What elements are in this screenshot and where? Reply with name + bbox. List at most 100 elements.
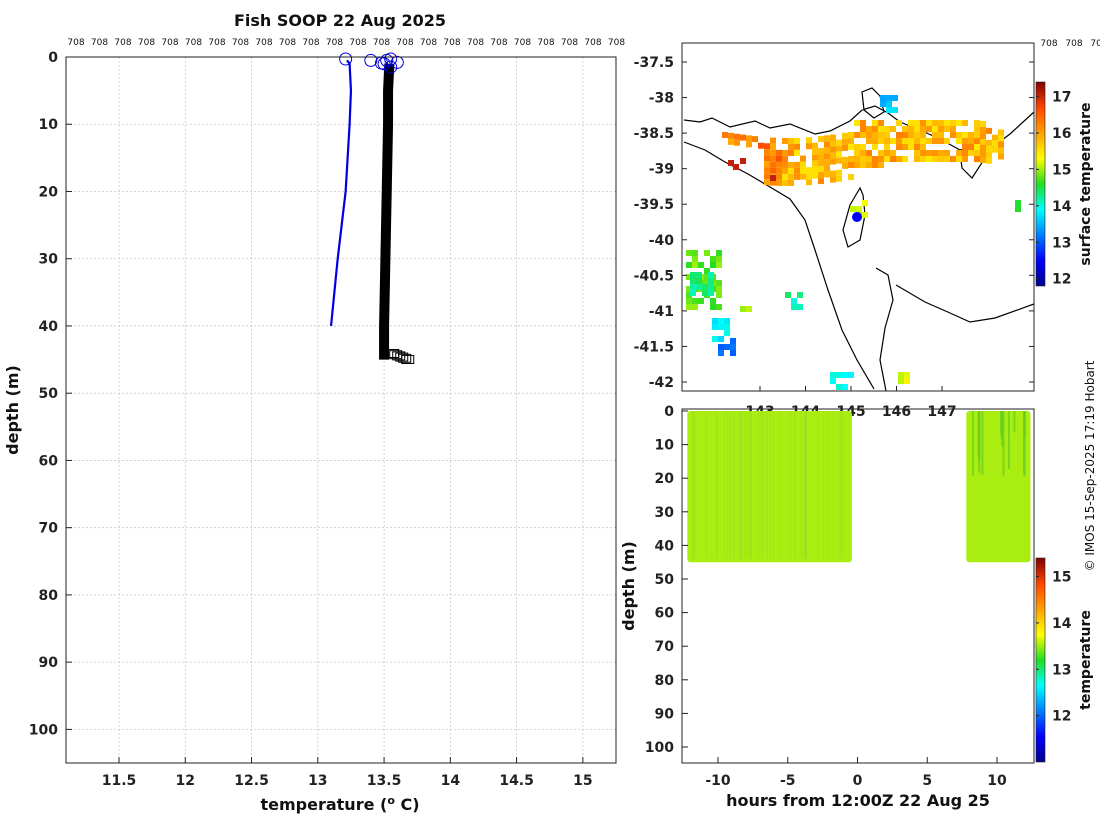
sst-cell <box>974 138 980 145</box>
sst-cell <box>836 157 842 164</box>
sst-cell <box>704 268 710 274</box>
profile-top-tick-label: 708 <box>490 38 507 48</box>
profile-y-tick-label: 10 <box>39 117 59 133</box>
sst-cell <box>690 290 696 296</box>
profile-y-label: depth (m) <box>3 365 22 455</box>
sst-cell <box>950 120 956 126</box>
sst-cell <box>800 161 806 168</box>
sst-cell <box>896 156 902 162</box>
sst-cell <box>986 127 992 134</box>
sst-cell <box>908 138 914 144</box>
profile-bottom-marker <box>401 354 415 364</box>
sst-cell <box>712 324 718 330</box>
sst-cell <box>914 144 920 150</box>
sst-cell <box>878 126 884 132</box>
profile-series-black <box>379 63 395 360</box>
sst-cell <box>866 138 872 144</box>
map-axes-box <box>681 42 1035 392</box>
sst-cell <box>818 148 824 155</box>
sst-cell <box>686 250 692 256</box>
profile-top-tick-label: 708 <box>537 38 554 48</box>
sst-cell <box>908 132 914 138</box>
sst-cell <box>872 162 878 168</box>
profile-y-tick-label: 40 <box>39 319 59 335</box>
map-colorbar-tick-label: 14 <box>1052 199 1072 215</box>
sst-cell <box>920 138 926 144</box>
sst-cell <box>848 156 854 162</box>
section-data-segment <box>687 411 852 563</box>
sst-cell <box>708 284 714 290</box>
sst-cell <box>836 175 842 182</box>
profile-top-tick-label: 708 <box>420 38 437 48</box>
sst-cell <box>862 212 868 218</box>
sst-cell <box>812 148 818 155</box>
sst-cell <box>728 132 734 139</box>
sst-cell <box>980 156 986 163</box>
sst-cell <box>818 154 824 161</box>
sst-cell <box>782 173 788 180</box>
sst-cell <box>856 206 862 212</box>
sst-cell <box>962 138 968 144</box>
profile-y-tick-label: 70 <box>39 521 59 537</box>
sst-cell <box>704 280 710 286</box>
sst-cell <box>878 150 884 156</box>
section-y-tick-label: 80 <box>655 673 675 689</box>
sst-cell <box>733 164 739 170</box>
sst-cell <box>886 107 892 113</box>
sst-cell <box>974 144 980 151</box>
sst-cell <box>770 143 776 150</box>
sst-cell <box>794 173 800 180</box>
sst-cell <box>718 318 724 324</box>
sst-cell <box>914 132 920 138</box>
sst-cell <box>716 292 722 298</box>
sst-cell <box>892 95 898 101</box>
sst-cell <box>944 138 950 144</box>
sst-cell <box>702 284 708 290</box>
sst-cell <box>836 145 842 152</box>
map-colorbar-tick-label: 13 <box>1052 235 1071 251</box>
sst-cell <box>730 350 736 356</box>
sst-cell <box>764 179 770 186</box>
sst-cell <box>818 166 824 173</box>
sst-cell <box>794 137 800 144</box>
profile-surface-point <box>384 60 398 74</box>
sst-cell <box>932 150 938 156</box>
sst-cell <box>770 149 776 156</box>
section-y-tick-label: 30 <box>655 505 675 521</box>
sst-cell <box>884 150 890 156</box>
sst-cell <box>782 137 788 144</box>
vessel-position-marker <box>852 212 862 222</box>
map-x-tick-label: 146 <box>882 404 911 420</box>
profile-top-tick-label: 708 <box>138 38 155 48</box>
sst-cell <box>724 344 730 350</box>
sst-cell <box>692 256 698 262</box>
sst-cell <box>788 161 794 168</box>
sst-cell <box>686 304 692 310</box>
sst-cell <box>830 158 836 165</box>
sst-cell <box>974 126 980 133</box>
sst-cell <box>794 149 800 156</box>
sst-cell <box>944 126 950 132</box>
sst-cell <box>866 156 872 162</box>
profile-y-tick-label: 60 <box>39 453 59 469</box>
sst-cell <box>782 149 788 156</box>
sst-cell <box>812 160 818 167</box>
sst-cell <box>696 278 702 284</box>
sst-cell <box>974 150 980 157</box>
sst-cell <box>724 324 730 330</box>
profile-x-tick-label: 14.5 <box>499 773 534 789</box>
sst-cell <box>746 306 752 312</box>
profile-top-tick-label: 708 <box>349 38 366 48</box>
sst-cell <box>686 262 692 268</box>
sst-cell <box>980 132 986 139</box>
sst-cell <box>902 132 908 138</box>
sst-cell <box>698 298 704 304</box>
sst-cell <box>824 171 830 178</box>
sst-cell <box>686 298 692 304</box>
section-colorbar-tick-label: 14 <box>1052 616 1072 632</box>
sst-cell <box>878 132 884 138</box>
sst-cell <box>788 137 794 144</box>
section-colorbar-tick-label: 15 <box>1052 570 1071 586</box>
sst-cell <box>718 336 724 342</box>
sst-cell <box>998 147 1004 154</box>
